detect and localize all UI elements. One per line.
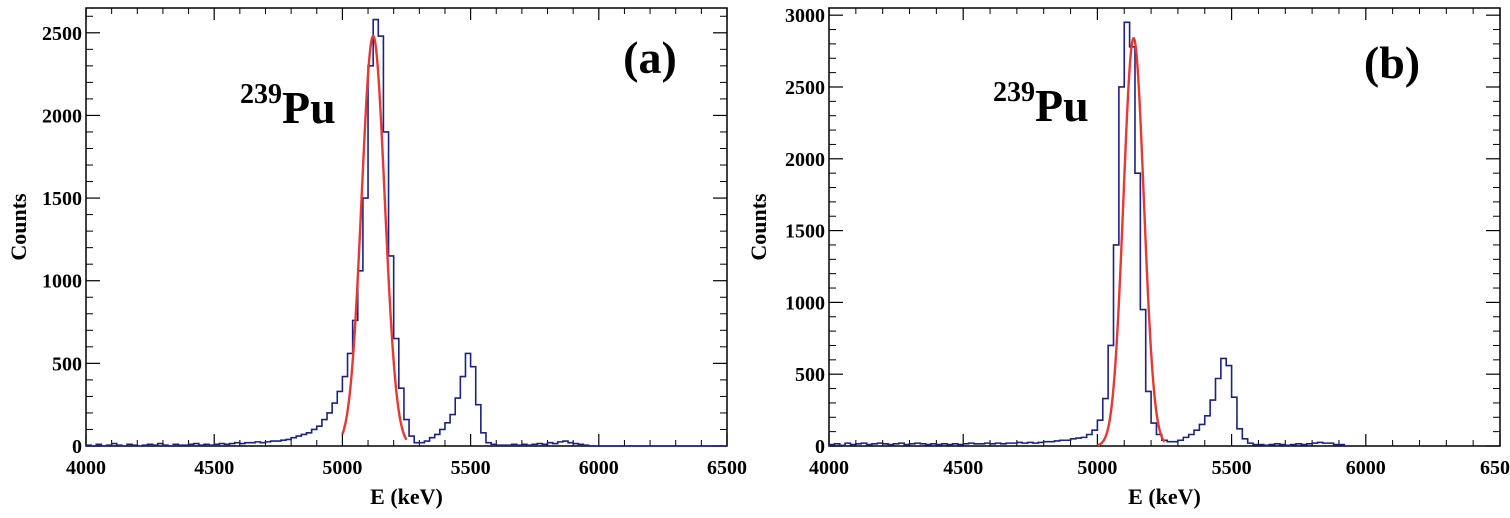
y-tick-label: 1500 bbox=[785, 221, 825, 243]
x-tick-label: 4500 bbox=[943, 457, 983, 479]
plot-frame bbox=[85, 7, 728, 447]
y-tick-label: 0 bbox=[72, 436, 82, 458]
x-axis-label: E (keV) bbox=[370, 484, 443, 509]
x-tick-label: 5000 bbox=[322, 457, 362, 479]
x-tick-label: 6000 bbox=[579, 457, 619, 479]
isotope-annotation: 239Pu bbox=[240, 79, 336, 133]
panel-label: (b) bbox=[1364, 37, 1420, 88]
isotope-symbol: Pu bbox=[1035, 80, 1089, 131]
y-tick-label: 1000 bbox=[785, 292, 825, 314]
histogram-series bbox=[85, 18, 727, 447]
y-tick-label: 2500 bbox=[785, 77, 825, 99]
y-tick-label: 2000 bbox=[785, 149, 825, 171]
isotope-annotation: 239Pu bbox=[993, 77, 1089, 131]
x-tick-label: 6000 bbox=[1346, 457, 1386, 479]
y-tick-label: 3000 bbox=[785, 5, 825, 27]
y-tick-label: 2000 bbox=[42, 105, 82, 127]
y-tick-label: 500 bbox=[795, 364, 825, 386]
x-tick-label: 4000 bbox=[809, 457, 849, 479]
x-tick-label: 5500 bbox=[451, 457, 491, 479]
y-axis-label: Counts bbox=[6, 193, 31, 261]
histogram-series bbox=[828, 21, 1350, 447]
panel-label: (a) bbox=[623, 32, 677, 83]
panel-b: 4000 4500 5000 5500 6000 6500 0 500 1000 1500 2000… bbox=[746, 5, 1510, 509]
gaussian-fit-curve bbox=[1097, 37, 1166, 447]
y-tick-label: 0 bbox=[815, 436, 825, 458]
panel-a: 4000 4500 5000 5500 6000 6500 0 500 1000 1500 2000… bbox=[6, 7, 747, 509]
y-tick-label: 2500 bbox=[42, 23, 82, 45]
x-tick-label: 6500 bbox=[707, 457, 747, 479]
x-tick-label: 4500 bbox=[194, 457, 234, 479]
y-tick-label: 1500 bbox=[42, 188, 82, 210]
x-axis-label: E (keV) bbox=[1128, 484, 1201, 509]
x-tick-label: 5000 bbox=[1077, 457, 1117, 479]
x-tick-label: 4000 bbox=[66, 457, 106, 479]
y-tick-label: 500 bbox=[52, 353, 82, 375]
isotope-symbol: Pu bbox=[282, 82, 336, 133]
isotope-mass-number: 239 bbox=[993, 77, 1035, 108]
y-tick-label: 1000 bbox=[42, 271, 82, 293]
plot-frame bbox=[828, 7, 1501, 447]
y-axis-label: Counts bbox=[746, 193, 771, 261]
x-tick-label: 6500 bbox=[1480, 457, 1510, 479]
gaussian-fit-curve bbox=[341, 34, 408, 441]
isotope-mass-number: 239 bbox=[240, 79, 282, 110]
x-tick-label: 5500 bbox=[1212, 457, 1252, 479]
